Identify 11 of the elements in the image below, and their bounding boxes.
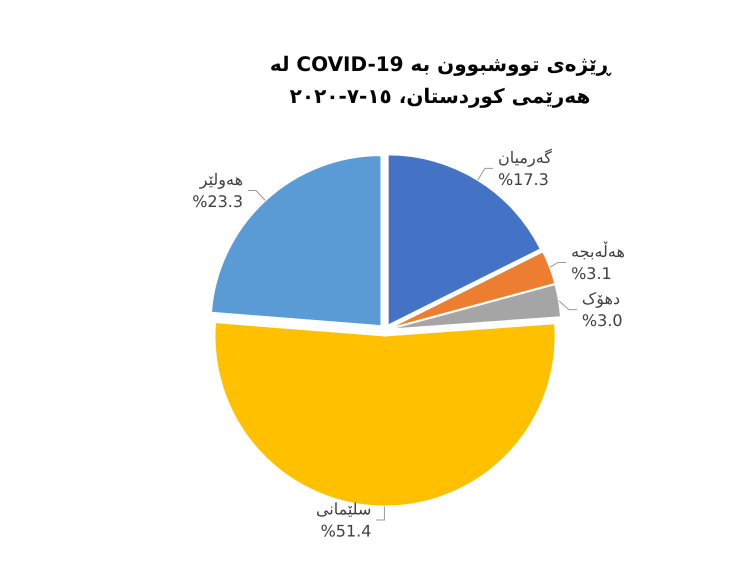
data-label: %23.3	[192, 192, 244, 211]
slice-label: هەولێر	[198, 170, 244, 189]
chart-title: ڕێژەی تووشبوون بە COVID-19 لە هەرێمی کوردستان، ١٥-٧-٢٠٢٠	[268, 51, 612, 110]
slice-label: هەڵەبجە	[571, 240, 625, 261]
data-label: %3.0	[582, 311, 623, 330]
slice-label: دهۆک	[582, 289, 620, 308]
data-label: %17.3	[498, 170, 549, 189]
data-label: %3.1	[571, 264, 612, 283]
slice-label: سلێمانی	[316, 500, 372, 518]
data-label: %51.4	[320, 522, 372, 540]
slice-label: گەرمیان	[498, 148, 552, 167]
